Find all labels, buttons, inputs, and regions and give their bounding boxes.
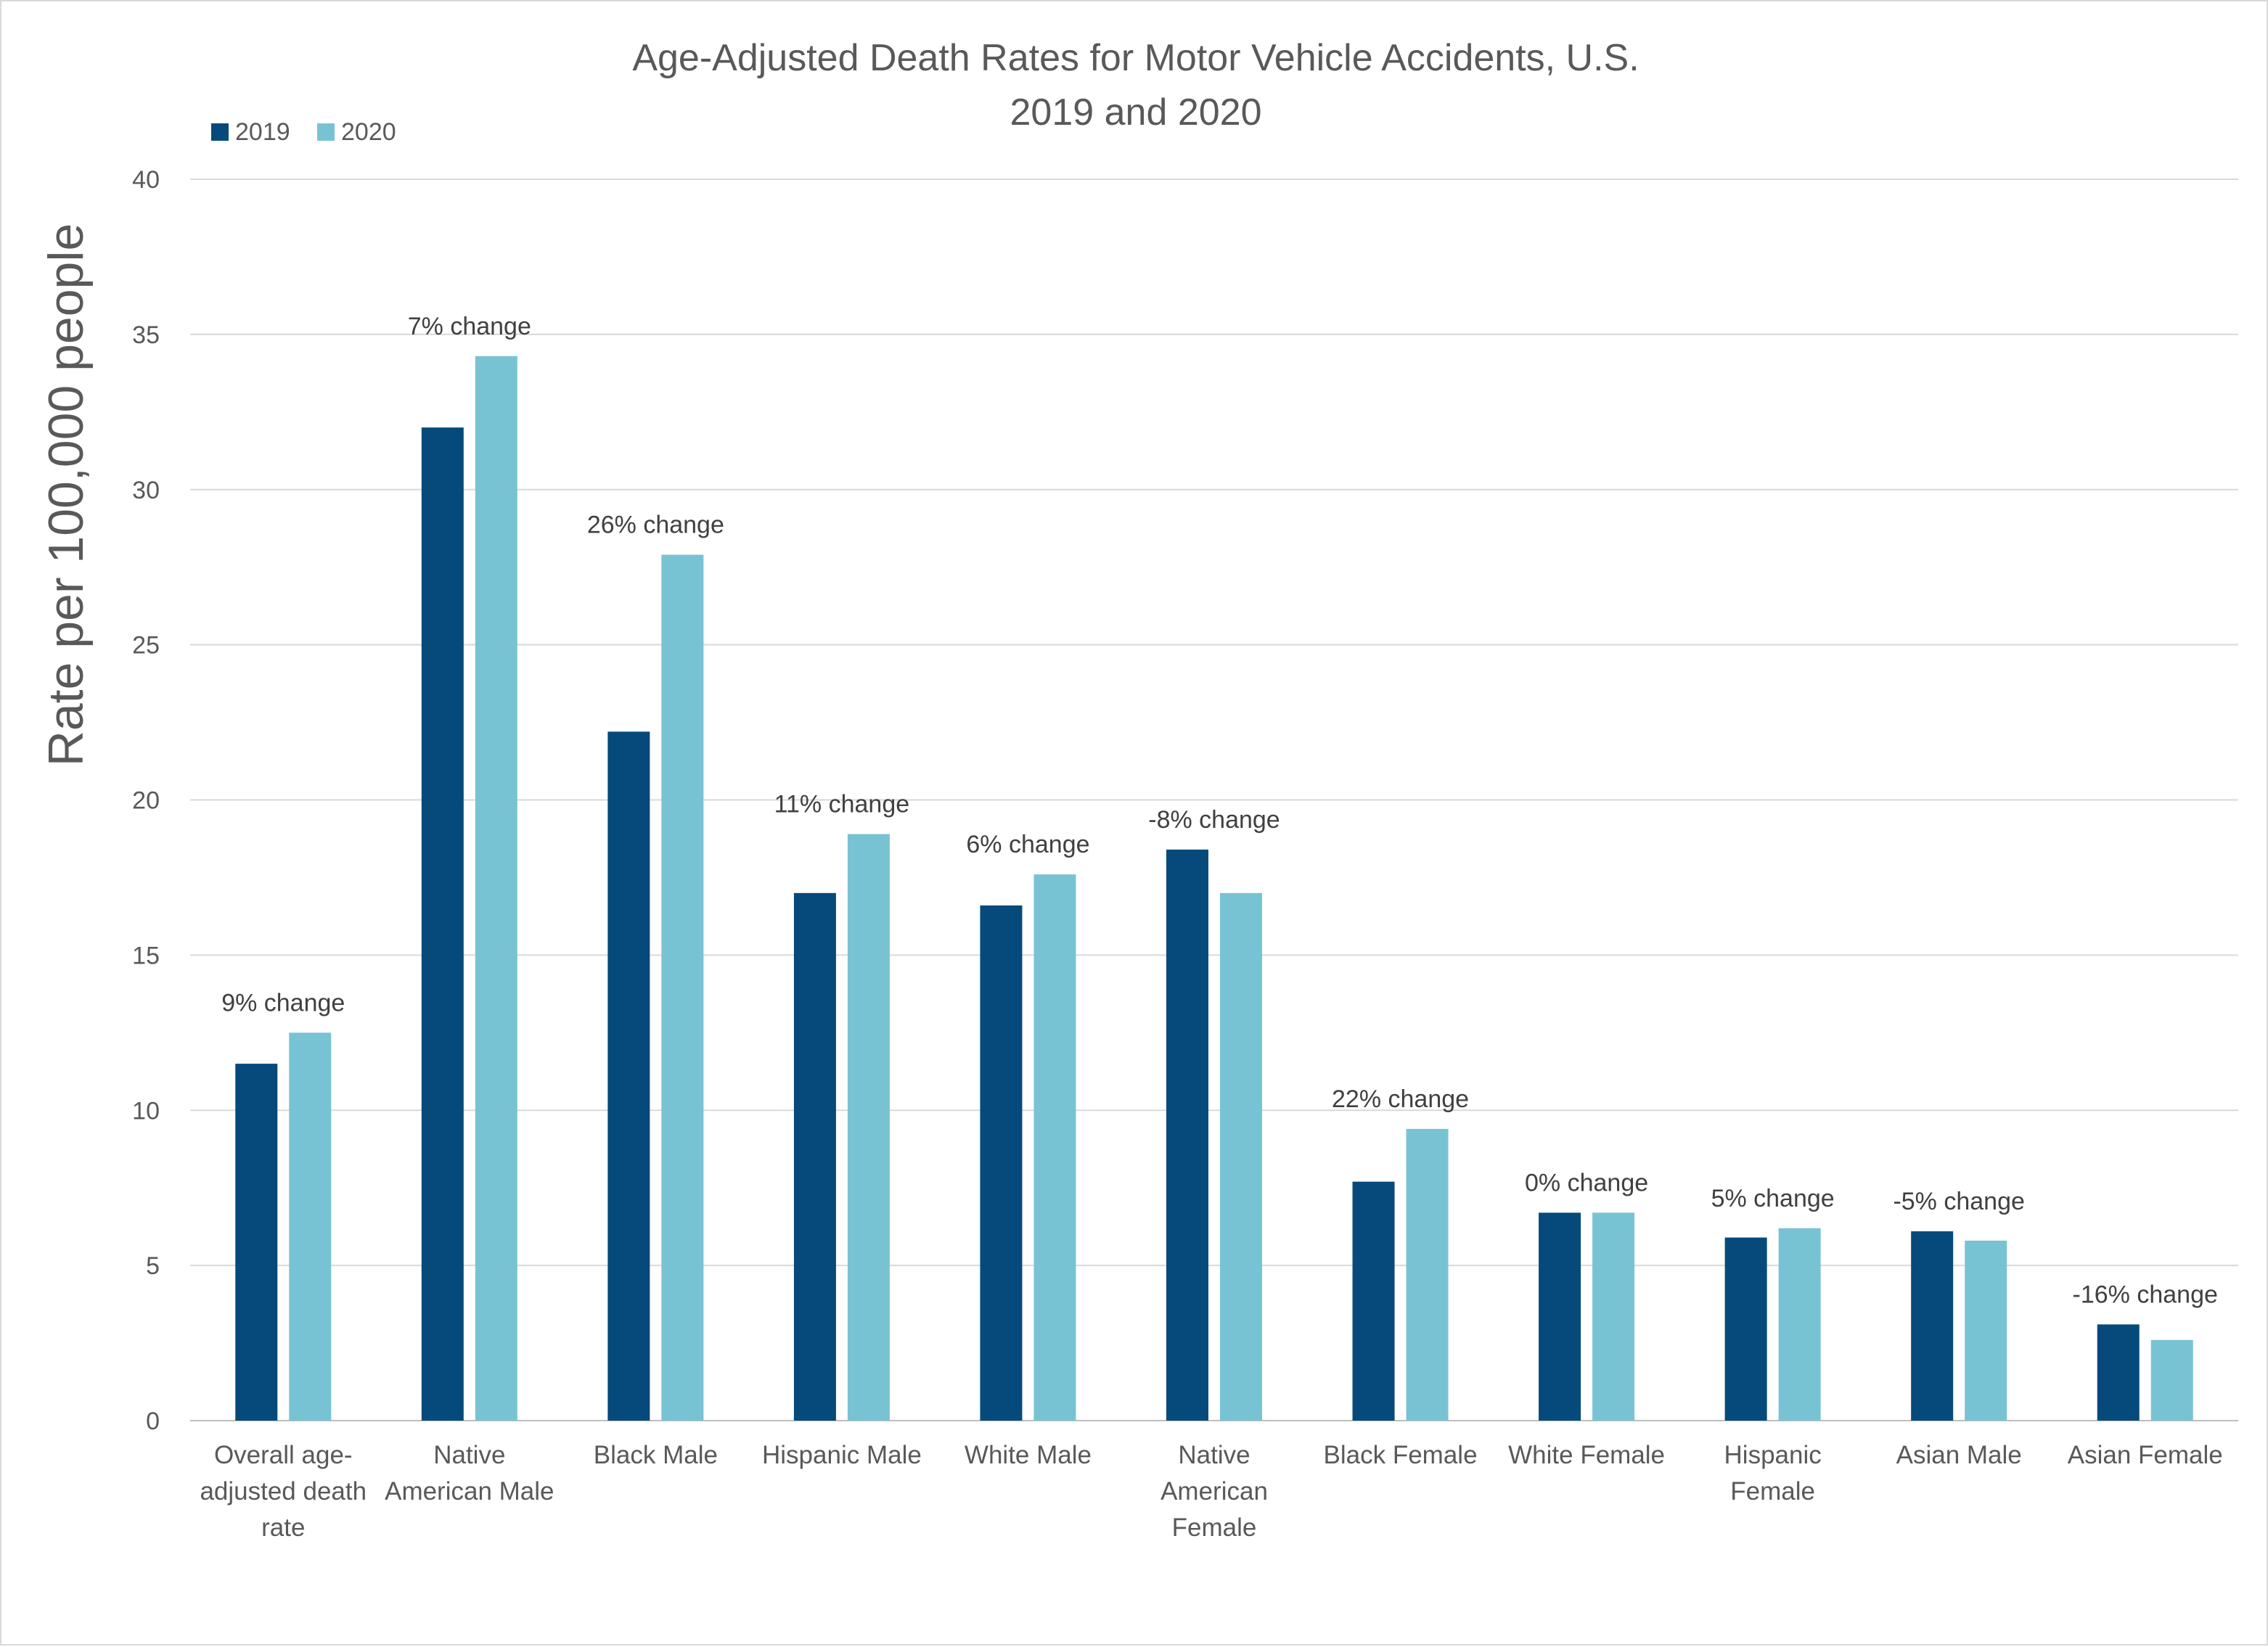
bar-2020 [2150, 1339, 2193, 1421]
bar-2019 [235, 1064, 278, 1421]
bar-2020 [1406, 1128, 1449, 1421]
x-category-label: Hispanic Female [1724, 1441, 1822, 1506]
bar-layer [235, 356, 2193, 1421]
x-category-label-line: Asian Female [2068, 1441, 2223, 1469]
x-category-label-line: Native [1178, 1441, 1250, 1469]
x-category-label: Asian Male [1896, 1441, 2022, 1469]
y-tick-label: 20 [132, 787, 160, 815]
bar-2019 [1352, 1181, 1395, 1421]
bar-2020 [1033, 874, 1076, 1421]
bar-2020 [847, 834, 890, 1421]
x-category-label: Black Male [594, 1441, 718, 1469]
x-category-label-line: Hispanic [1724, 1441, 1822, 1469]
x-category-label-line: adjusted death [200, 1477, 367, 1506]
change-annotation: 6% change [966, 831, 1089, 858]
x-category-label-line: Asian Male [1896, 1441, 2022, 1469]
x-category-label-line: Female [1730, 1477, 1815, 1506]
legend: 2019 2020 [211, 118, 396, 146]
x-category-label-line: Female [1172, 1513, 1257, 1542]
bar-2020 [1592, 1212, 1635, 1421]
text-layer: Age-Adjusted Death Rates for Motor Vehic… [38, 37, 2223, 1542]
y-tick-label: 10 [132, 1097, 160, 1125]
change-annotation: -8% change [1148, 806, 1280, 834]
x-category-label: Native American Male [385, 1441, 554, 1506]
bar-2019 [421, 427, 464, 1421]
x-category-label: Black Female [1324, 1441, 1478, 1469]
legend-swatch-2019 [211, 123, 229, 141]
x-category-label-line: American Male [385, 1477, 554, 1506]
bar-2019 [607, 731, 650, 1421]
chart-title-line-2: 2019 and 2020 [1010, 91, 1261, 134]
change-annotation: 9% change [221, 989, 345, 1016]
x-category-label-line: Black Male [594, 1441, 718, 1469]
y-tick-label: 0 [146, 1408, 160, 1435]
bar-2020 [1778, 1228, 1821, 1421]
x-category-label: White Female [1508, 1441, 1665, 1469]
change-annotation: 7% change [408, 313, 531, 340]
change-annotation: 5% change [1711, 1185, 1835, 1212]
bar-2020 [1965, 1240, 2007, 1421]
grid-layer [190, 178, 2238, 1421]
y-tick-label: 30 [132, 477, 160, 504]
change-annotation: -16% change [2073, 1281, 2218, 1308]
bar-2019 [1166, 849, 1208, 1421]
change-annotation: 11% change [774, 791, 910, 818]
x-category-label-line: Native [433, 1441, 505, 1469]
chart-title-line-1: Age-Adjusted Death Rates for Motor Vehic… [632, 37, 1639, 79]
bar-2019 [1539, 1212, 1581, 1421]
bar-2020 [475, 356, 517, 1421]
x-category-label: Asian Female [2068, 1441, 2223, 1469]
x-category-label: Native American Female [1160, 1441, 1268, 1542]
legend-swatch-2020 [317, 123, 335, 141]
bar-2019 [1724, 1237, 1767, 1421]
change-annotation: -5% change [1893, 1188, 2024, 1215]
y-tick-label: 5 [146, 1252, 160, 1280]
y-tick-label: 35 [132, 321, 160, 349]
bar-2020 [1220, 892, 1262, 1421]
x-category-label-line: White Female [1508, 1441, 1665, 1469]
y-axis-label: Rate per 100,000 people [38, 223, 94, 767]
y-tick-label: 15 [132, 942, 160, 969]
x-category-label: Overall age-adjusted death rate [200, 1441, 367, 1542]
y-tick-label: 40 [132, 166, 160, 194]
bar-2019 [2097, 1324, 2140, 1421]
x-category-label-line: Overall age- [214, 1441, 353, 1469]
x-category-label: White Male [965, 1441, 1092, 1469]
legend-label-2019: 2019 [235, 118, 290, 146]
bar-2019 [1911, 1231, 1954, 1421]
legend-label-2020: 2020 [341, 118, 396, 146]
x-category-label-line: Black Female [1324, 1441, 1478, 1469]
bar-2019 [793, 892, 836, 1421]
bar-2020 [661, 554, 704, 1421]
x-category-label-line: American [1160, 1477, 1268, 1506]
x-category-label-line: White Male [965, 1441, 1092, 1469]
bar-2020 [289, 1032, 332, 1421]
y-tick-label: 25 [132, 632, 160, 660]
change-annotation: 22% change [1332, 1085, 1469, 1113]
bar-2019 [980, 905, 1023, 1421]
change-annotation: 0% change [1525, 1169, 1648, 1196]
change-annotation: 26% change [587, 512, 724, 539]
x-category-label: Hispanic Male [762, 1441, 922, 1469]
x-category-label-line: Hispanic Male [762, 1441, 922, 1469]
x-category-label-line: rate [261, 1513, 305, 1542]
